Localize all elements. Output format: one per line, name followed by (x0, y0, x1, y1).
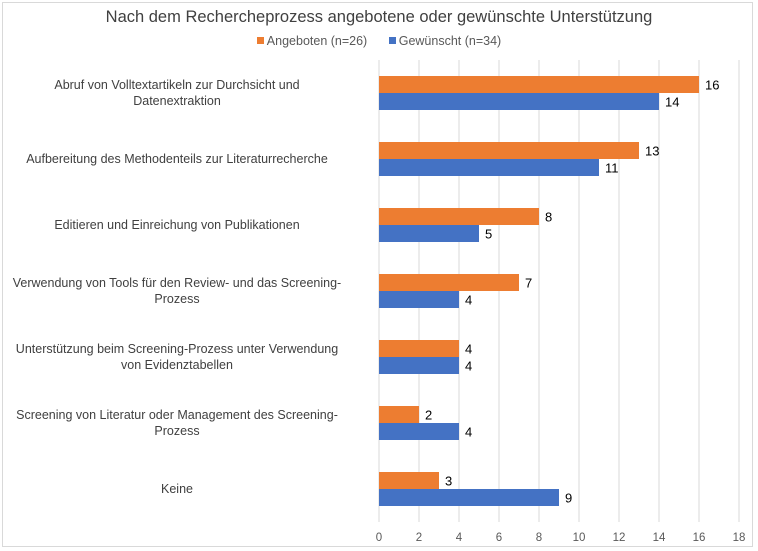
category-label: Aufbereitung des Methodenteils zur Liter… (0, 151, 367, 167)
bar-angeboten (379, 142, 639, 159)
bar-gewuenscht (379, 93, 659, 110)
category-label: Screening von Literatur oder Management … (0, 407, 367, 439)
bar-angeboten (379, 406, 419, 423)
category-label-line: Abruf von Volltextartikeln zur Durchsich… (54, 78, 300, 92)
bar-angeboten (379, 274, 519, 291)
bar-angeboten (379, 208, 539, 225)
legend-label-gewuenscht: Gewünscht (n=34) (398, 33, 502, 48)
data-label: 16 (705, 78, 719, 93)
category-label-line: Screening von Literatur oder Management … (16, 408, 338, 422)
category-label-line: Keine (161, 482, 193, 496)
data-label: 7 (525, 276, 532, 291)
category-label-line: Datenextraktion (133, 94, 221, 108)
bar-gewuenscht (379, 423, 459, 440)
category-label: Abruf von Volltextartikeln zur Durchsich… (0, 77, 367, 109)
category-label-line: Prozess (154, 292, 200, 306)
data-label: 9 (565, 491, 572, 506)
category-label: Editieren und Einreichung von Publikatio… (0, 217, 367, 233)
category-label-line: Verwendung von Tools für den Review- und… (12, 276, 342, 290)
data-label: 4 (465, 359, 472, 374)
category-label-line: von Evidenztabellen (121, 358, 233, 372)
data-label: 11 (605, 161, 619, 176)
bar-angeboten (379, 76, 699, 93)
category-label-line: Prozess (154, 424, 200, 438)
x-tick-label: 0 (376, 532, 382, 544)
x-tick-label: 12 (613, 532, 626, 544)
data-label: 4 (465, 342, 472, 357)
legend-swatch-angeboten (256, 37, 264, 44)
data-label: 5 (485, 227, 492, 242)
legend-item-angeboten: Angeboten (n=26) (256, 33, 368, 48)
bar-gewuenscht (379, 225, 479, 242)
x-tick-label: 16 (693, 532, 706, 544)
x-tick-label: 4 (456, 532, 463, 544)
chart-title: Nach dem Rechercheprozess angebotene ode… (105, 8, 653, 26)
x-tick-label: 2 (416, 532, 422, 544)
legend-item-gewuenscht: Gewünscht (n=34) (388, 33, 502, 48)
category-label: Verwendung von Tools für den Review- und… (0, 275, 367, 307)
category-label-line: Editieren und Einreichung von Publikatio… (54, 218, 300, 232)
bar-gewuenscht (379, 291, 459, 308)
legend-swatch-gewuenscht (388, 37, 396, 44)
x-tick-label: 14 (653, 532, 666, 544)
bar-gewuenscht (379, 489, 559, 506)
data-label: 13 (645, 144, 659, 159)
bar-gewuenscht (379, 357, 459, 374)
x-tick-label: 10 (573, 532, 586, 544)
data-label: 4 (465, 425, 472, 440)
category-label-line: Unterstützung beim Screening-Prozess unt… (15, 342, 339, 356)
bar-angeboten (379, 472, 439, 489)
chart-legend: Angeboten (n=26) Gewünscht (n=34) (0, 33, 758, 48)
x-tick-label: 18 (733, 532, 746, 544)
x-tick-label: 8 (536, 532, 542, 544)
category-label: Unterstützung beim Screening-Prozess unt… (0, 341, 367, 373)
category-label-line: Aufbereitung des Methodenteils zur Liter… (26, 152, 328, 166)
data-label: 8 (545, 210, 552, 225)
data-label: 3 (445, 474, 452, 489)
legend-label-angeboten: Angeboten (n=26) (266, 33, 368, 48)
bar-gewuenscht (379, 159, 599, 176)
x-tick-label: 6 (496, 532, 502, 544)
data-label: 14 (665, 95, 679, 110)
data-label: 4 (465, 293, 472, 308)
category-label: Keine (0, 481, 367, 497)
bar-angeboten (379, 340, 459, 357)
data-label: 2 (425, 408, 432, 423)
